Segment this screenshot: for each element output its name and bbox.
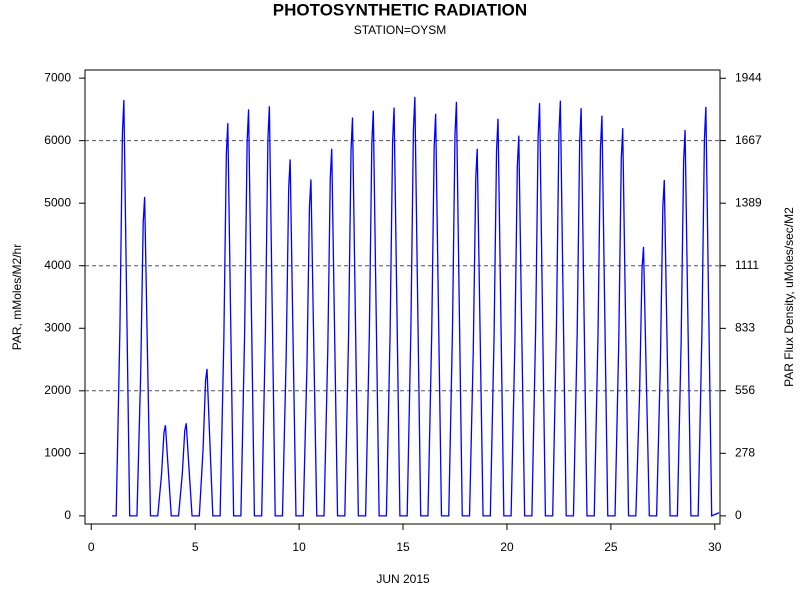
x-axis-label: JUN 2015 bbox=[376, 572, 430, 586]
y-tick-label: 1000 bbox=[44, 446, 71, 460]
y-tick-label: 5000 bbox=[44, 195, 71, 209]
x-tick-label: 0 bbox=[88, 540, 95, 554]
y2-tick-label: 1944 bbox=[735, 70, 762, 84]
y-tick-label: 4000 bbox=[44, 258, 71, 272]
y-tick-label: 2000 bbox=[44, 383, 71, 397]
y2-tick-label: 1667 bbox=[735, 133, 762, 147]
x-tick-label: 15 bbox=[396, 540, 410, 554]
y-axis-label: PAR, mMoles/M2/hr bbox=[10, 244, 24, 350]
y2-axis-label: PAR Flux Density, uMoles/sec/M2 bbox=[782, 207, 796, 387]
y-tick-label: 6000 bbox=[44, 133, 71, 147]
data-line bbox=[112, 96, 720, 517]
y2-tick-label: 0 bbox=[735, 508, 742, 522]
y2-tick-label: 833 bbox=[735, 321, 755, 335]
chart-title: PHOTOSYNTHETIC RADIATION bbox=[273, 0, 527, 19]
x-tick-label: 25 bbox=[604, 540, 618, 554]
x-tick-label: 5 bbox=[192, 540, 199, 554]
y2-tick-label: 556 bbox=[735, 383, 755, 397]
y2-tick-label: 278 bbox=[735, 445, 755, 459]
y2-tick-label: 1111 bbox=[735, 258, 759, 272]
y-tick-label: 3000 bbox=[44, 320, 71, 334]
y-tick-label: 7000 bbox=[44, 70, 71, 84]
y2-tick-label: 1389 bbox=[735, 195, 762, 209]
y-tick-label: 0 bbox=[64, 508, 71, 522]
plot-frame bbox=[84, 69, 721, 525]
x-tick-label: 10 bbox=[292, 540, 306, 554]
chart-subtitle: STATION=OYSM bbox=[354, 23, 447, 37]
x-tick-label: 20 bbox=[500, 540, 514, 554]
x-tick-label: 30 bbox=[708, 540, 722, 554]
